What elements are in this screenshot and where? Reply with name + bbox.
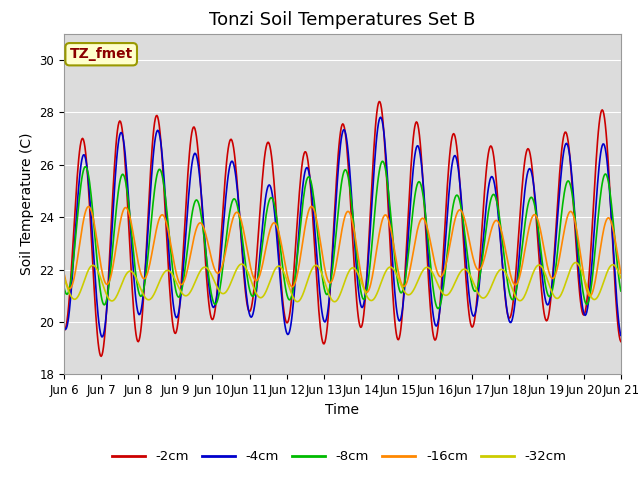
-4cm (60, 324, 68, 330)
-4cm (128, 251, 136, 257)
-2cm (428, 322, 436, 327)
-8cm (127, 228, 135, 234)
-16cm (214, 270, 221, 276)
-8cm (617, 288, 625, 294)
Legend: -2cm, -4cm, -8cm, -16cm, -32cm: -2cm, -4cm, -8cm, -16cm, -32cm (107, 445, 572, 468)
-2cm (375, 99, 383, 105)
-8cm (214, 298, 221, 304)
-4cm (70, 248, 78, 254)
-4cm (377, 114, 385, 120)
-2cm (412, 120, 419, 126)
-4cm (412, 148, 419, 154)
-16cm (586, 293, 594, 299)
-16cm (70, 276, 78, 281)
Line: -16cm: -16cm (64, 206, 621, 296)
-16cm (617, 271, 625, 276)
-8cm (434, 306, 442, 312)
-2cm (185, 160, 193, 166)
-32cm (330, 299, 338, 305)
Line: -2cm: -2cm (64, 102, 621, 356)
Text: TZ_fmet: TZ_fmet (70, 47, 133, 61)
-2cm (214, 277, 222, 283)
-4cm (214, 283, 222, 289)
Line: -8cm: -8cm (64, 161, 621, 309)
Line: -4cm: -4cm (64, 117, 621, 337)
-32cm (60, 275, 68, 280)
-8cm (70, 251, 78, 256)
-8cm (378, 158, 386, 164)
X-axis label: Time: Time (325, 403, 360, 417)
-32cm (617, 275, 625, 281)
-32cm (572, 260, 580, 265)
-4cm (428, 300, 436, 306)
-16cm (60, 270, 68, 276)
-8cm (60, 284, 68, 290)
Title: Tonzi Soil Temperatures Set B: Tonzi Soil Temperatures Set B (209, 11, 476, 29)
-2cm (70, 223, 78, 228)
-32cm (184, 292, 192, 298)
Line: -32cm: -32cm (64, 263, 621, 302)
-8cm (428, 268, 435, 274)
-4cm (185, 193, 193, 199)
-16cm (127, 221, 135, 227)
-8cm (411, 193, 419, 199)
-4cm (98, 334, 106, 340)
-32cm (428, 267, 435, 273)
-4cm (617, 333, 625, 338)
-2cm (97, 353, 105, 359)
-32cm (127, 268, 135, 274)
-16cm (184, 264, 192, 270)
Y-axis label: Soil Temperature (C): Soil Temperature (C) (20, 133, 34, 275)
-16cm (411, 240, 419, 246)
-32cm (411, 285, 419, 290)
-2cm (128, 285, 136, 291)
-32cm (70, 296, 78, 302)
-2cm (60, 327, 68, 333)
-16cm (428, 242, 435, 248)
-16cm (308, 204, 316, 209)
-2cm (617, 338, 625, 344)
-32cm (214, 285, 221, 290)
-8cm (184, 242, 192, 248)
